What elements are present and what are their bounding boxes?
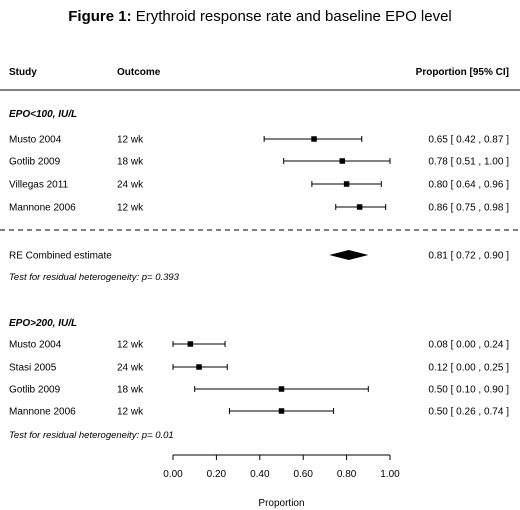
combined-diamond: [329, 250, 369, 260]
study-estimate-text: 0.50 [ 0.26 , 0.74 ]: [428, 407, 509, 418]
group-label: EPO>200, IU/L: [9, 318, 77, 329]
x-tick-label: 0.80: [337, 469, 357, 480]
group-label: EPO<100, IU/L: [9, 109, 77, 120]
point-estimate: [187, 341, 194, 347]
study-outcome: 24 wk: [117, 180, 144, 191]
study-estimate-text: 0.08 [ 0.00 , 0.24 ]: [428, 340, 509, 351]
study-name: Villegas 2011: [9, 180, 69, 191]
x-tick-label: 0.20: [207, 469, 227, 480]
point-estimate: [356, 204, 363, 210]
study-outcome: 12 wk: [117, 135, 144, 146]
study-estimate-text: 0.78 [ 0.51 , 1.00 ]: [428, 157, 509, 168]
study-estimate-text: 0.80 [ 0.64 , 0.96 ]: [428, 180, 509, 191]
header-study: Study: [9, 67, 37, 78]
x-tick-label: 0.40: [250, 469, 270, 480]
header-estimate: Proportion [95% CI]: [416, 67, 509, 78]
study-outcome: 18 wk: [117, 385, 144, 396]
study-name: Stasi 2005: [9, 363, 57, 374]
study-estimate-text: 0.50 [ 0.10 , 0.90 ]: [428, 385, 509, 396]
study-outcome: 24 wk: [117, 363, 144, 374]
combined-label: RE Combined estimate: [9, 251, 112, 262]
header-outcome: Outcome: [117, 67, 161, 78]
study-name: Mannone 2006: [9, 407, 76, 418]
study-name: Gotlib 2009: [9, 157, 61, 168]
study-outcome: 12 wk: [117, 203, 144, 214]
figure-title: Figure 1: Erythroid response rate and ba…: [0, 8, 520, 25]
heterogeneity-note: Test for residual heterogeneity: p= 0.01: [9, 430, 174, 441]
study-outcome: 18 wk: [117, 157, 144, 168]
study-estimate-text: 0.65 [ 0.42 , 0.87 ]: [428, 135, 509, 146]
point-estimate: [196, 364, 202, 370]
point-estimate: [278, 386, 285, 392]
figure-title-text: Erythroid response rate and baseline EPO…: [135, 8, 452, 25]
study-outcome: 12 wk: [117, 407, 144, 418]
study-estimate-text: 0.86 [ 0.75 , 0.98 ]: [428, 203, 509, 214]
x-tick-label: 1.00: [380, 469, 400, 480]
figure-label: Figure 1:: [68, 8, 132, 25]
point-estimate: [278, 408, 285, 414]
point-estimate: [311, 136, 317, 142]
study-name: Gotlib 2009: [9, 385, 61, 396]
point-estimate: [339, 158, 346, 164]
study-name: Mannone 2006: [9, 203, 76, 214]
x-tick-label: 0.00: [163, 469, 183, 480]
combined-estimate-text: 0.81 [ 0.72 , 0.90 ]: [428, 251, 509, 262]
study-name: Musto 2004: [9, 135, 62, 146]
x-axis-label: Proportion: [258, 498, 304, 509]
study-name: Musto 2004: [9, 340, 62, 351]
x-tick-label: 0.60: [293, 469, 313, 480]
study-estimate-text: 0.12 [ 0.00 , 0.25 ]: [428, 363, 509, 374]
point-estimate: [343, 181, 350, 187]
heterogeneity-note: Test for residual heterogeneity: p= 0.39…: [9, 272, 180, 283]
study-outcome: 12 wk: [117, 340, 144, 351]
